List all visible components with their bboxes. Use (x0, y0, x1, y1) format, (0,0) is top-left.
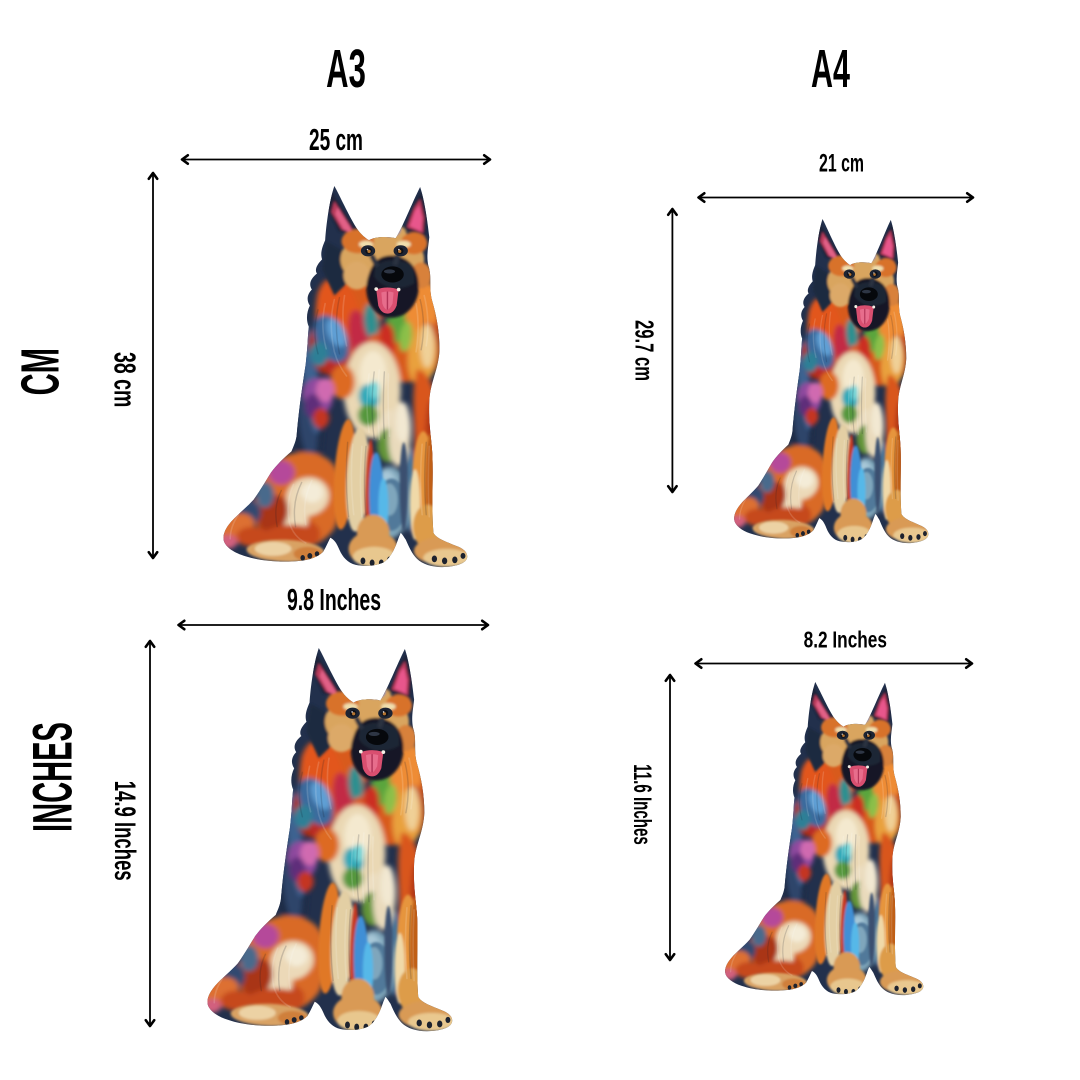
svg-text:INCHES: INCHES (23, 722, 84, 832)
svg-text:11.6 Inches: 11.6 Inches (628, 764, 656, 845)
svg-text:A4: A4 (811, 40, 850, 99)
svg-text:14.9 Inches: 14.9 Inches (108, 781, 140, 881)
svg-text:21 cm: 21 cm (819, 150, 864, 177)
svg-text:A3: A3 (326, 39, 366, 99)
svg-text:CM: CM (11, 348, 71, 395)
svg-text:25 cm: 25 cm (309, 123, 363, 157)
svg-text:9.8 Inches: 9.8 Inches (287, 584, 381, 618)
svg-text:8.2 Inches: 8.2 Inches (804, 628, 887, 653)
svg-text:38 cm: 38 cm (107, 352, 140, 407)
svg-text:29.7 cm: 29.7 cm (630, 320, 660, 381)
